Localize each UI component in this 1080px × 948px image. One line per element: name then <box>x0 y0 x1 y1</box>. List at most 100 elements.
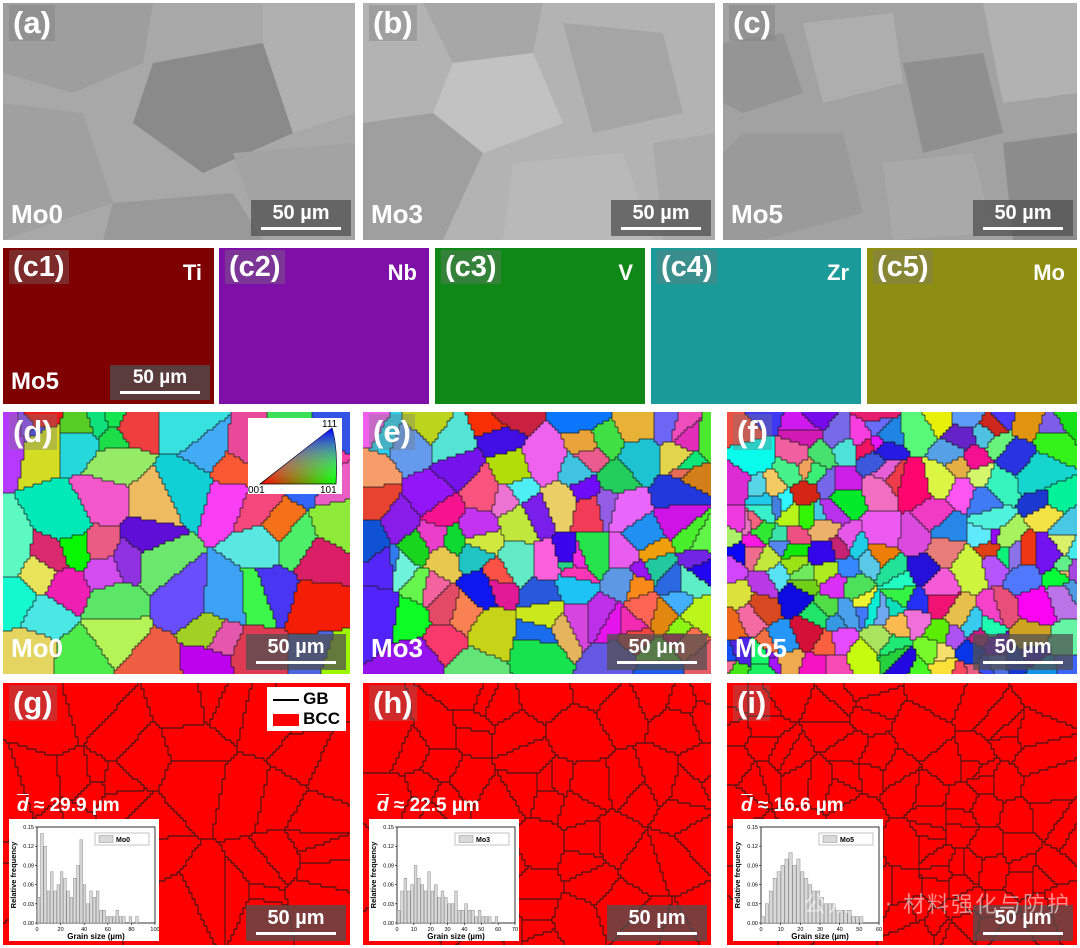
histogram-bar <box>66 890 70 924</box>
histogram-bar <box>407 890 411 924</box>
histogram-bar <box>102 909 106 924</box>
scale-bar: 50 µm <box>110 365 210 400</box>
histogram-bar <box>765 903 769 924</box>
histogram-bar <box>776 871 781 924</box>
histogram-bar <box>434 884 438 924</box>
histogram-bar <box>73 878 77 924</box>
x-tick-label: 10 <box>411 927 417 933</box>
histogram-bar <box>112 916 116 924</box>
histogram-bar <box>89 890 93 924</box>
histogram-bar <box>82 884 87 924</box>
histogram-bar <box>79 839 83 924</box>
histogram-bar <box>859 916 864 924</box>
histogram-bar <box>820 897 824 924</box>
micrograph-a: (a) Mo0 50 µm <box>3 3 355 240</box>
y-tick-label: 0.09 <box>747 863 758 869</box>
histogram-bar <box>92 897 96 924</box>
histogram-bar <box>812 890 816 924</box>
histogram-bar <box>804 878 809 924</box>
micrograph-b: (b) Mo3 50 µm <box>363 3 715 240</box>
y-tick-label: 0.12 <box>23 844 34 850</box>
histogram-bar <box>417 878 421 924</box>
x-tick-label: 20 <box>58 927 64 933</box>
histogram-bar <box>761 916 765 924</box>
histogram-bar <box>128 916 132 924</box>
panel-label: (i) <box>733 685 771 721</box>
x-axis-label: Grain size (µm) <box>427 932 485 941</box>
histogram-bar <box>827 903 832 924</box>
histogram-legend-label: Mo3 <box>476 837 490 844</box>
mean-grain-size: d ≈ 22.5 µm <box>377 795 480 817</box>
phase-map-h: (h) d ≈ 22.5 µm 0.00 0.03 0.06 0.09 0.12 0.15… <box>363 683 711 945</box>
histogram-bar <box>808 884 813 924</box>
y-tick-label: 0.09 <box>23 863 34 869</box>
panel-label: (c2) <box>225 250 285 284</box>
histogram-bar <box>109 916 113 924</box>
histogram-bar <box>76 865 80 924</box>
ipf-map-e: (e) Mo3 50 µm <box>363 412 711 674</box>
eds-map-ti: (c1) Ti Mo5 50 µm <box>3 248 214 404</box>
panel-label: (d) <box>9 414 57 450</box>
element-label: Zr <box>827 260 849 286</box>
x-tick-label: 60 <box>876 927 882 933</box>
panel-label: (b) <box>369 5 417 41</box>
histogram-bar <box>843 909 848 924</box>
scale-bar: 50 µm <box>246 634 346 670</box>
histogram-bar <box>481 916 485 924</box>
y-tick-label: 0.03 <box>383 902 394 908</box>
histogram-bar <box>788 852 793 924</box>
x-tick-label: 60 <box>105 927 111 933</box>
element-label: Nb <box>388 260 417 286</box>
histogram-bar <box>122 916 126 924</box>
histogram-bar <box>430 890 434 924</box>
histogram-legend-label: Mo5 <box>840 837 854 844</box>
scale-bar: 50 µm <box>973 200 1073 236</box>
histogram-bar <box>847 909 852 924</box>
scale-bar: 50 µm <box>251 200 351 236</box>
watermark: 公众号 · 材料强化与防护 <box>804 887 1071 919</box>
x-tick-label: 0 <box>395 927 398 933</box>
x-tick-label: 50 <box>856 927 862 933</box>
y-tick-label: 0.15 <box>747 825 758 831</box>
eds-map-v: (c3) V <box>435 248 645 404</box>
x-tick-label: 30 <box>817 927 823 933</box>
histogram-bar <box>56 884 60 924</box>
histogram-bar <box>424 890 428 924</box>
eds-map-nb: (c2) Nb <box>219 248 429 404</box>
x-axis-label: Grain size (µm) <box>791 932 849 941</box>
x-tick-label: 40 <box>81 927 87 933</box>
y-tick-label: 0.00 <box>747 921 758 927</box>
histogram-bar <box>135 916 139 924</box>
histogram-bar <box>413 865 418 924</box>
histogram-bar <box>53 890 57 924</box>
y-tick-label: 0.06 <box>383 883 394 889</box>
sample-label: Mo5 <box>731 199 783 230</box>
histogram-bar <box>115 909 119 924</box>
element-label: Ti <box>183 260 202 286</box>
histogram-bar <box>461 909 465 924</box>
sample-label: Mo5 <box>735 633 787 664</box>
histogram-bar <box>478 909 482 924</box>
histogram-bar <box>768 890 773 924</box>
histogram-legend-label: Mo0 <box>116 837 130 844</box>
panel-label: (f) <box>733 414 772 450</box>
histogram-bar <box>471 909 475 924</box>
histogram-bar <box>474 916 478 924</box>
sample-label: Mo0 <box>11 199 63 230</box>
phase-map-g: (g) GB BCC d ≈ 29.9 µm 0.00 0.03 0.06 0.09 0… <box>3 683 350 945</box>
histogram-bar <box>467 909 472 924</box>
histogram-bar <box>484 916 488 924</box>
histogram-bar <box>410 884 414 924</box>
panel-label: (g) <box>9 685 57 721</box>
sample-label: Mo3 <box>371 633 423 664</box>
histogram-bar <box>488 916 492 924</box>
micrograph-c: (c) Mo5 50 µm <box>723 3 1077 240</box>
x-tick-label: 60 <box>495 927 501 933</box>
histogram-bar <box>796 858 801 924</box>
histogram-bar <box>403 878 408 924</box>
panel-label: (a) <box>9 5 55 41</box>
y-tick-label: 0.12 <box>747 844 758 850</box>
histogram-bar <box>816 890 820 924</box>
histogram-bar <box>40 833 44 924</box>
x-tick-label: 70 <box>512 927 518 933</box>
